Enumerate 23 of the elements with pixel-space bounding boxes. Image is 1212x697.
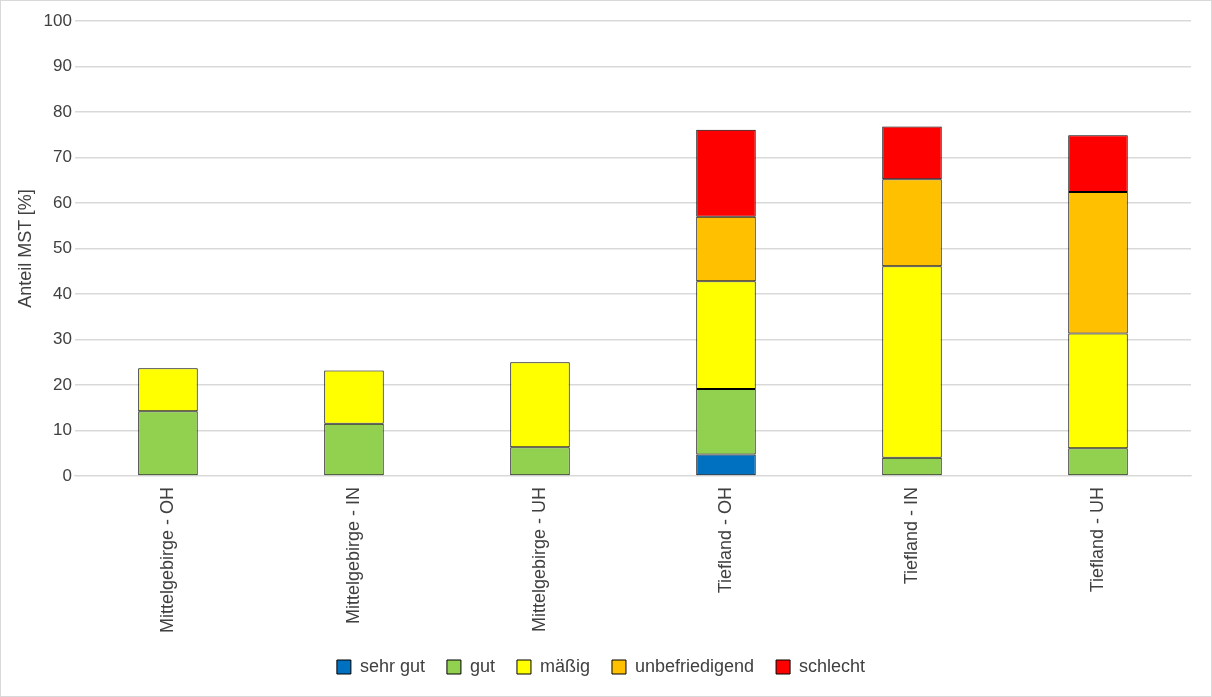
y-tick-label: 80 <box>53 101 72 121</box>
y-tick-label: 100 <box>43 10 72 30</box>
x-tick-label: Tiefland - UH <box>1086 486 1107 593</box>
y-tick-label: 30 <box>53 329 72 349</box>
y-tick-label: 60 <box>53 192 72 212</box>
legend-label: sehr gut <box>359 655 425 676</box>
y-tick-label: 0 <box>62 465 72 485</box>
legend-label: schlecht <box>799 655 866 676</box>
y-tick-label: 50 <box>53 238 72 258</box>
x-tick-label: Mittelgebirge - UH <box>528 486 549 632</box>
y-tick-label: 90 <box>53 56 72 76</box>
legend-label: unbefriedigend <box>634 655 755 676</box>
y-tick-label: 70 <box>53 147 72 167</box>
legend-label: mäßig <box>539 655 590 676</box>
y-tick-label: 40 <box>53 283 72 303</box>
y-tick-label: 20 <box>53 374 72 394</box>
x-tick-label: Mittelgebirge - IN <box>342 486 363 625</box>
x-tick-label: Mittelgebirge - OH <box>156 486 177 634</box>
x-tick-label: Tiefland - IN <box>900 486 921 585</box>
x-tick-label: Tiefland - OH <box>714 486 735 594</box>
legend-label: gut <box>469 655 495 676</box>
y-axis-title: Anteil MST [%] <box>14 189 35 308</box>
y-tick-label: 10 <box>53 420 72 440</box>
